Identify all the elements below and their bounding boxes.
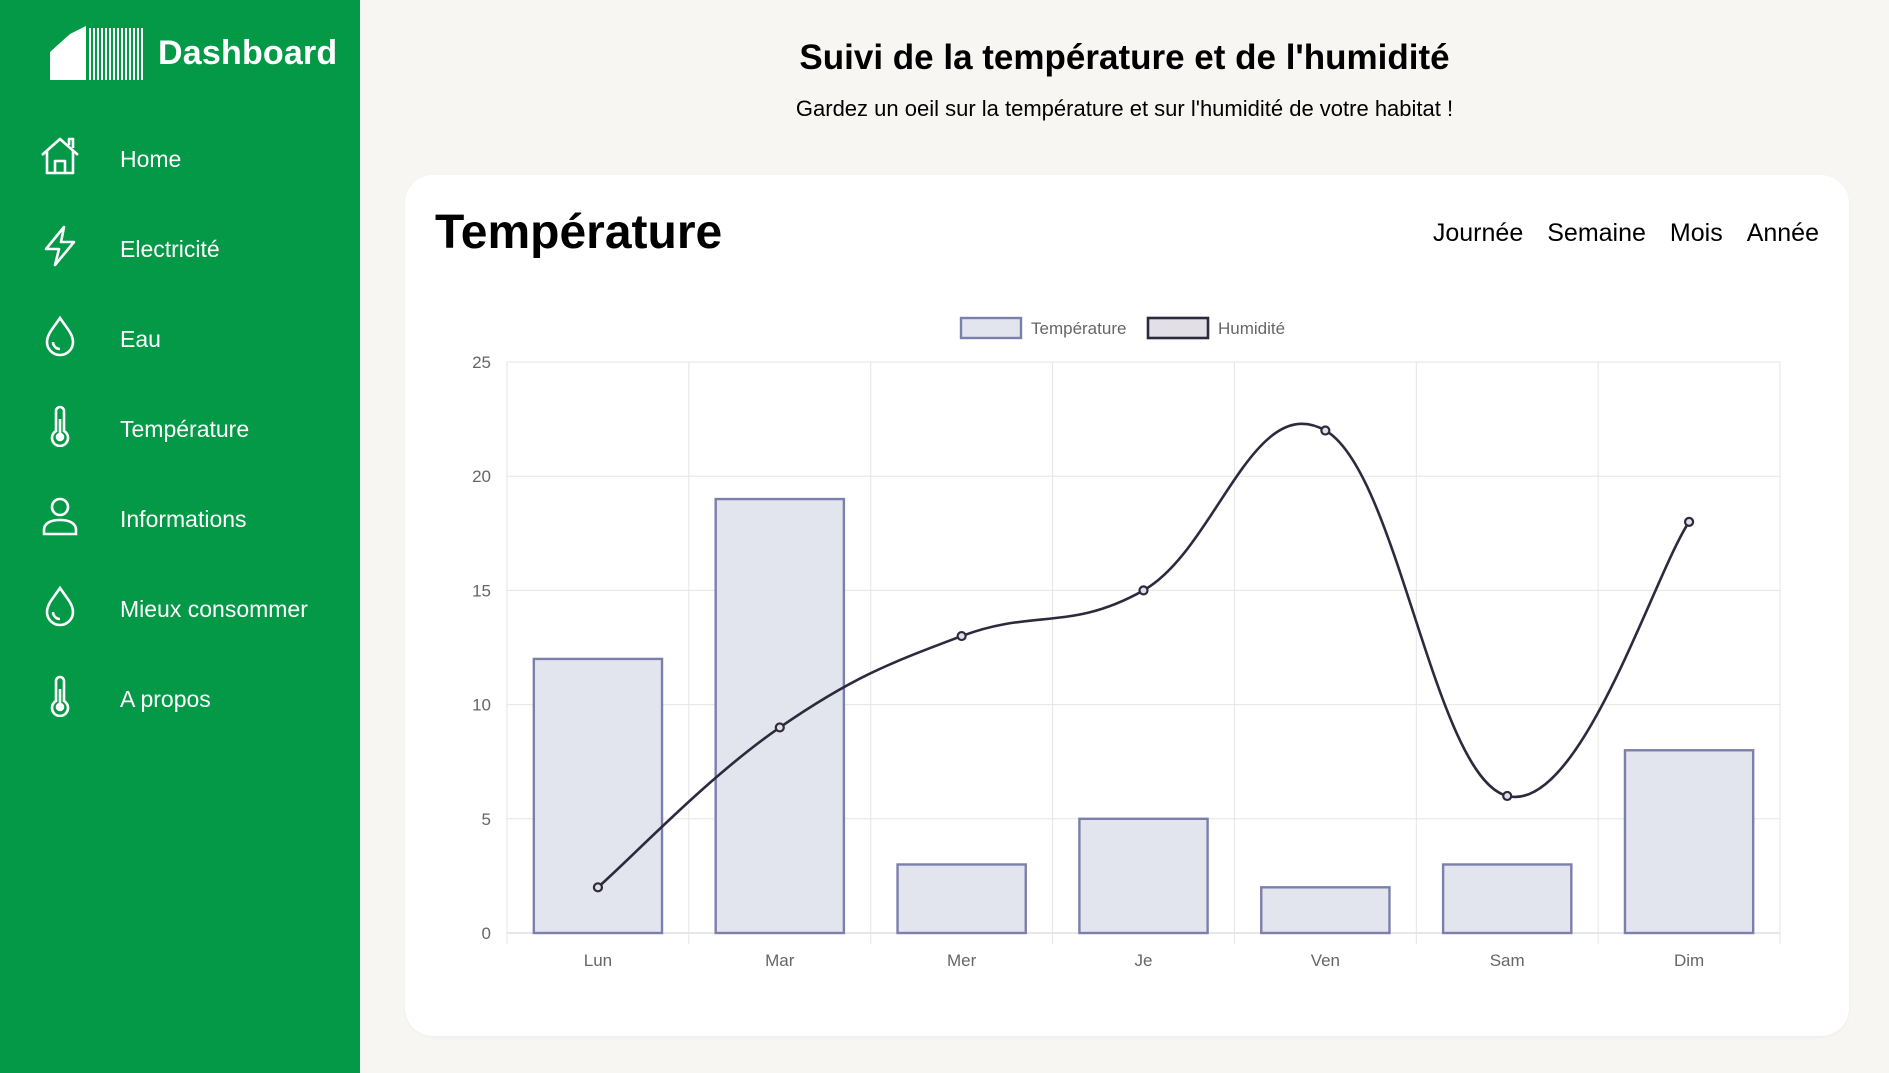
sidebar-item-label: Température	[120, 415, 250, 442]
sidebar-item-home[interactable]: Home	[0, 124, 360, 194]
legend-label-temperature: Température	[1031, 319, 1126, 338]
water-drop-icon	[38, 314, 82, 358]
y-tick-label: 5	[482, 810, 491, 829]
brand-title: Dashboard	[158, 33, 338, 72]
sidebar-item-mieux-consommer[interactable]: Mieux consommer	[0, 574, 360, 644]
humidity-point	[774, 722, 785, 733]
y-tick-label: 25	[472, 353, 491, 372]
humidity-point	[592, 882, 604, 893]
humidity-point	[1502, 790, 1513, 802]
x-tick-label: Mer	[947, 951, 977, 970]
water-drop-icon	[38, 584, 82, 628]
brand[interactable]: Dashboard	[48, 24, 337, 82]
bar	[896, 863, 1027, 935]
humidity-point	[1683, 516, 1695, 527]
card-title: Température	[435, 206, 723, 259]
bar	[1260, 886, 1391, 935]
sidebar-item-label: Informations	[120, 505, 247, 532]
x-tick-label: Lun	[584, 951, 612, 970]
humidity-point	[956, 630, 967, 642]
x-tick-label: Dim	[1674, 951, 1704, 970]
temperature-card: Température Journée Semaine Mois Année 0…	[405, 175, 1849, 1036]
thermometer-icon	[38, 404, 82, 448]
tab-annee[interactable]: Année	[1746, 219, 1819, 247]
legend-swatch-temperature	[959, 316, 1023, 340]
tab-mois[interactable]: Mois	[1669, 219, 1723, 247]
x-tick-label: Sam	[1490, 951, 1525, 970]
sidebar-item-eau[interactable]: Eau	[0, 304, 360, 374]
sidebar-item-label: A propos	[120, 685, 211, 712]
y-tick-label: 20	[472, 467, 491, 486]
sidebar-item-label: Home	[120, 145, 182, 172]
page-subtitle: Gardez un oeil sur la température et sur…	[795, 96, 1454, 121]
y-tick-label: 0	[482, 924, 491, 943]
period-tabs: Journée Semaine Mois Année	[1433, 219, 1819, 248]
humidity-point	[1138, 585, 1149, 596]
sidebar-item-temperature[interactable]: Température	[0, 394, 360, 464]
sidebar-item-label: Mieux consommer	[120, 595, 308, 622]
x-tick-label: Ven	[1311, 951, 1340, 970]
tab-journee[interactable]: Journée	[1432, 219, 1524, 247]
x-tick-label: Mar	[765, 951, 795, 970]
lightning-icon	[38, 224, 82, 268]
page-title: Suivi de la température et de l'humidité	[799, 38, 1450, 77]
sidebar-item-informations[interactable]: Informations	[0, 484, 360, 554]
sidebar-item-a-propos[interactable]: A propos	[0, 664, 360, 734]
sidebar-item-label: Electricité	[120, 235, 220, 262]
sidebar-item-label: Eau	[120, 325, 161, 352]
tab-semaine[interactable]: Semaine	[1547, 219, 1646, 247]
legend-label-humidity: Humidité	[1218, 319, 1285, 338]
thermometer-icon	[38, 674, 82, 718]
humidity-point	[1320, 425, 1331, 436]
home-icon	[38, 134, 82, 178]
house-logo-icon	[50, 26, 143, 80]
temperature-humidity-chart: 0 5 10 15 20 25 Lun Mar Mer Je Ven Sam Dim Températur…	[472, 316, 1781, 970]
y-tick-label: 15	[472, 581, 491, 600]
bar	[1441, 863, 1573, 935]
x-tick-label: Je	[1135, 951, 1153, 970]
user-icon	[38, 494, 82, 538]
bar	[714, 497, 846, 935]
sidebar-item-electricite[interactable]: Electricité	[0, 214, 360, 284]
y-tick-label: 10	[472, 696, 491, 715]
sidebar: Dashboard Home Electricité Eau	[0, 0, 360, 1073]
bar	[1623, 749, 1755, 935]
humidity-line	[597, 422, 1691, 889]
bar	[1078, 817, 1209, 935]
legend-swatch-humidity	[1146, 316, 1210, 340]
